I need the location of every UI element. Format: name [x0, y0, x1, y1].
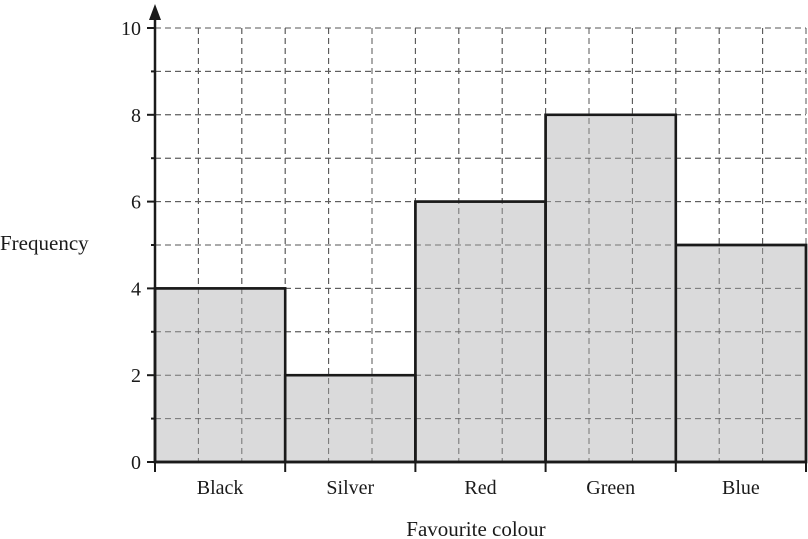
- x-axis-label: Favourite colour: [406, 517, 545, 539]
- x-ticks: Black Silver Red Green Blue: [154, 462, 807, 499]
- y-tick-label: 8: [131, 105, 141, 127]
- y-tick-label: 0: [131, 452, 141, 474]
- y-axis-label: Frequency: [0, 231, 89, 255]
- y-ticks: 0 2 4 6 8 10: [121, 18, 155, 474]
- category-label-blue: Blue: [722, 477, 760, 499]
- y-tick-label: 4: [131, 278, 141, 300]
- grid-overlay: [153, 27, 808, 464]
- category-label-red: Red: [464, 477, 496, 499]
- axes: [149, 4, 806, 464]
- bar-blue: [674, 243, 808, 464]
- y-tick-label: 6: [131, 192, 141, 214]
- category-label-silver: Silver: [326, 477, 374, 499]
- y-axis-arrow: [149, 4, 161, 20]
- y-tick-label: 2: [131, 365, 141, 387]
- category-label-black: Black: [197, 477, 244, 499]
- bars: [153, 27, 808, 464]
- category-label-green: Green: [586, 477, 635, 499]
- y-tick-label: 10: [121, 18, 141, 40]
